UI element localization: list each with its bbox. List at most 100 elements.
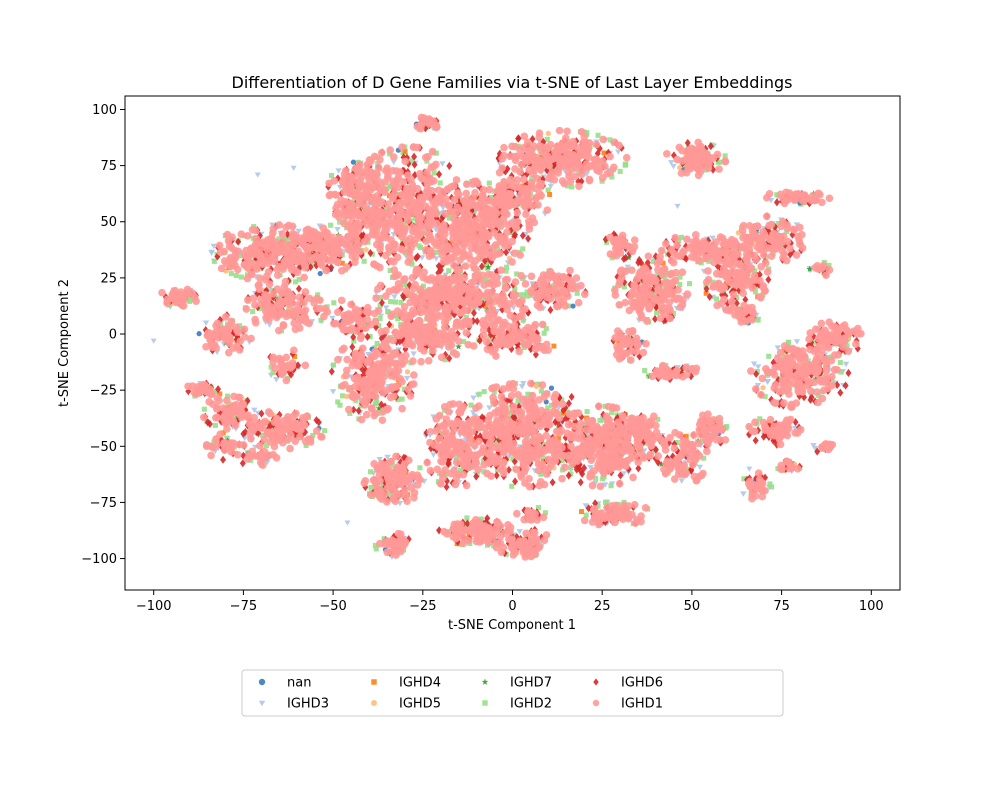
data-point xyxy=(509,483,515,489)
data-point xyxy=(443,482,450,492)
data-point xyxy=(646,264,653,273)
data-point xyxy=(259,432,266,438)
data-point xyxy=(407,291,416,299)
data-point xyxy=(396,284,404,292)
data-point xyxy=(486,210,494,218)
data-point xyxy=(622,253,629,262)
data-point xyxy=(387,267,393,273)
data-point xyxy=(454,190,463,199)
data-point xyxy=(452,306,460,314)
data-point xyxy=(578,177,585,186)
data-point xyxy=(533,383,539,390)
data-point xyxy=(678,234,684,240)
data-point xyxy=(477,211,485,219)
data-point xyxy=(344,203,353,212)
data-point xyxy=(350,333,357,342)
data-point xyxy=(688,372,695,381)
data-point xyxy=(547,305,554,315)
data-point xyxy=(512,477,519,486)
data-point xyxy=(547,155,556,164)
data-point xyxy=(774,345,782,351)
data-point xyxy=(401,157,410,166)
data-point xyxy=(374,341,380,347)
data-point xyxy=(826,262,832,268)
data-point xyxy=(501,276,510,284)
data-point xyxy=(425,118,434,127)
data-point xyxy=(765,275,772,284)
data-point xyxy=(565,399,572,408)
scatter-points xyxy=(150,113,865,561)
data-point xyxy=(362,365,369,374)
data-point xyxy=(470,308,477,318)
data-point xyxy=(387,151,393,157)
data-point xyxy=(535,505,542,511)
data-point xyxy=(437,180,443,186)
data-point xyxy=(378,211,387,220)
data-point xyxy=(460,306,469,315)
data-point xyxy=(499,305,506,314)
data-point xyxy=(810,443,817,449)
data-point xyxy=(543,326,549,332)
data-point xyxy=(444,288,452,296)
data-point xyxy=(511,278,520,286)
data-point xyxy=(337,196,345,204)
data-point xyxy=(540,160,548,169)
data-point xyxy=(493,471,500,480)
data-point xyxy=(837,359,843,366)
data-point xyxy=(471,299,479,308)
data-point xyxy=(816,392,822,399)
data-point xyxy=(522,231,530,238)
data-point xyxy=(610,138,619,147)
data-point xyxy=(211,258,217,264)
data-point xyxy=(457,285,466,294)
data-point xyxy=(375,404,383,412)
data-point xyxy=(422,124,429,133)
data-point xyxy=(458,238,466,247)
data-point xyxy=(429,294,438,303)
data-point xyxy=(545,187,551,193)
data-point xyxy=(541,150,550,159)
data-point xyxy=(401,200,410,208)
data-point xyxy=(657,279,664,288)
data-point xyxy=(339,180,348,189)
data-point xyxy=(473,201,481,210)
chart-title: Differentiation of D Gene Families via t… xyxy=(232,73,793,92)
data-point xyxy=(587,465,594,471)
data-point xyxy=(351,338,357,344)
data-point xyxy=(382,251,390,260)
data-point xyxy=(393,313,399,319)
data-point xyxy=(448,224,456,233)
data-point xyxy=(395,397,401,403)
data-point xyxy=(491,241,500,249)
data-point xyxy=(555,165,563,174)
data-point xyxy=(506,175,515,184)
data-point xyxy=(760,384,766,391)
data-point xyxy=(623,161,629,167)
data-point xyxy=(568,142,576,151)
data-point xyxy=(384,200,393,208)
data-point xyxy=(477,239,486,248)
data-point xyxy=(750,361,758,367)
data-point xyxy=(506,299,514,308)
data-point xyxy=(470,220,478,228)
data-point xyxy=(504,264,510,270)
data-point xyxy=(781,347,787,353)
data-point xyxy=(483,303,489,309)
data-point xyxy=(520,198,528,206)
data-point xyxy=(377,249,384,258)
data-point xyxy=(374,285,382,293)
data-point xyxy=(753,369,760,378)
data-point xyxy=(476,391,482,397)
data-point xyxy=(609,174,615,180)
data-point xyxy=(484,263,492,271)
data-point xyxy=(671,439,678,448)
data-point xyxy=(534,201,542,209)
data-point xyxy=(447,294,456,302)
data-point xyxy=(389,153,398,161)
data-point xyxy=(416,216,424,224)
data-point xyxy=(842,361,850,368)
data-point xyxy=(295,361,301,370)
data-point xyxy=(606,152,614,161)
data-point xyxy=(621,278,628,287)
data-point xyxy=(228,271,234,277)
